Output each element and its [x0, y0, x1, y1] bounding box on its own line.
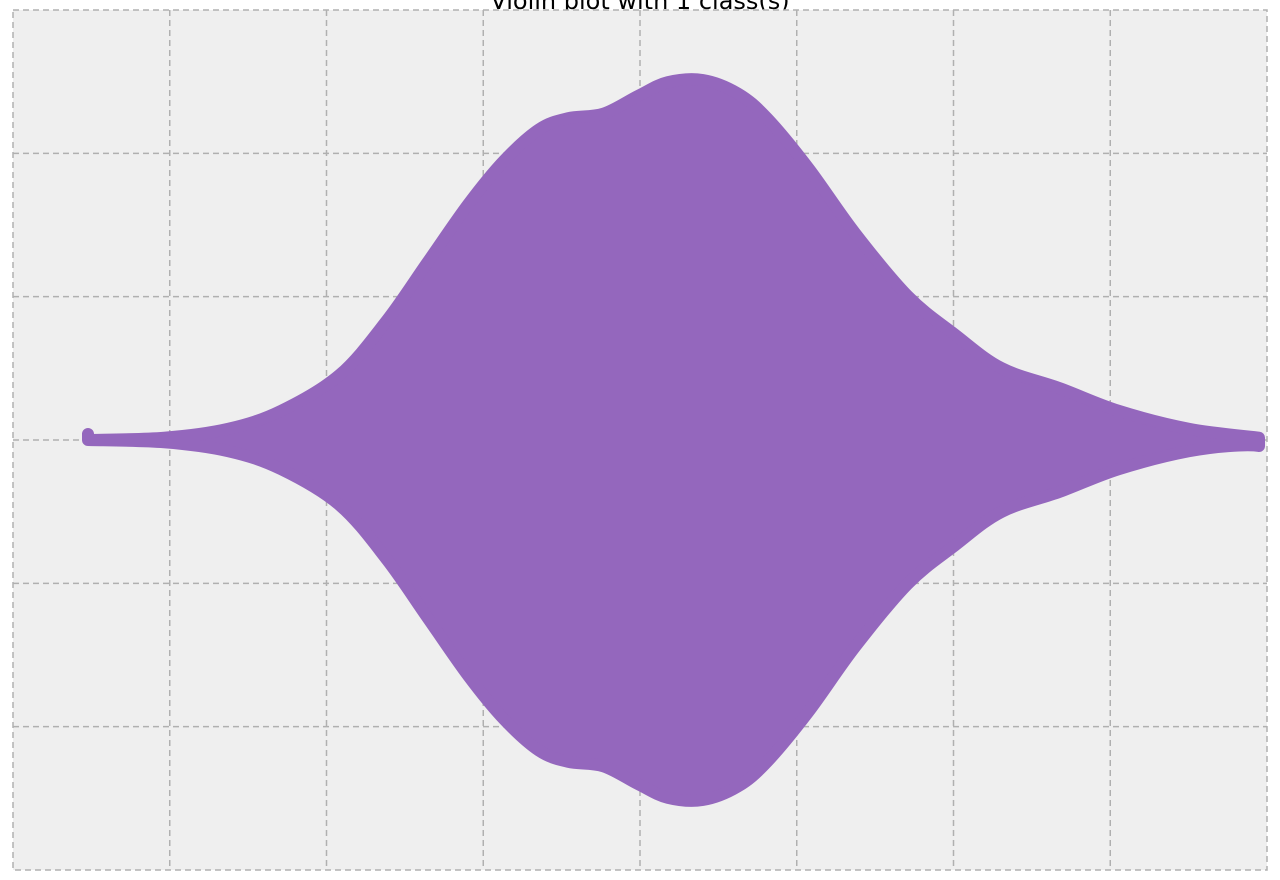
violin-group	[82, 73, 1265, 807]
violin-body	[82, 73, 1265, 807]
